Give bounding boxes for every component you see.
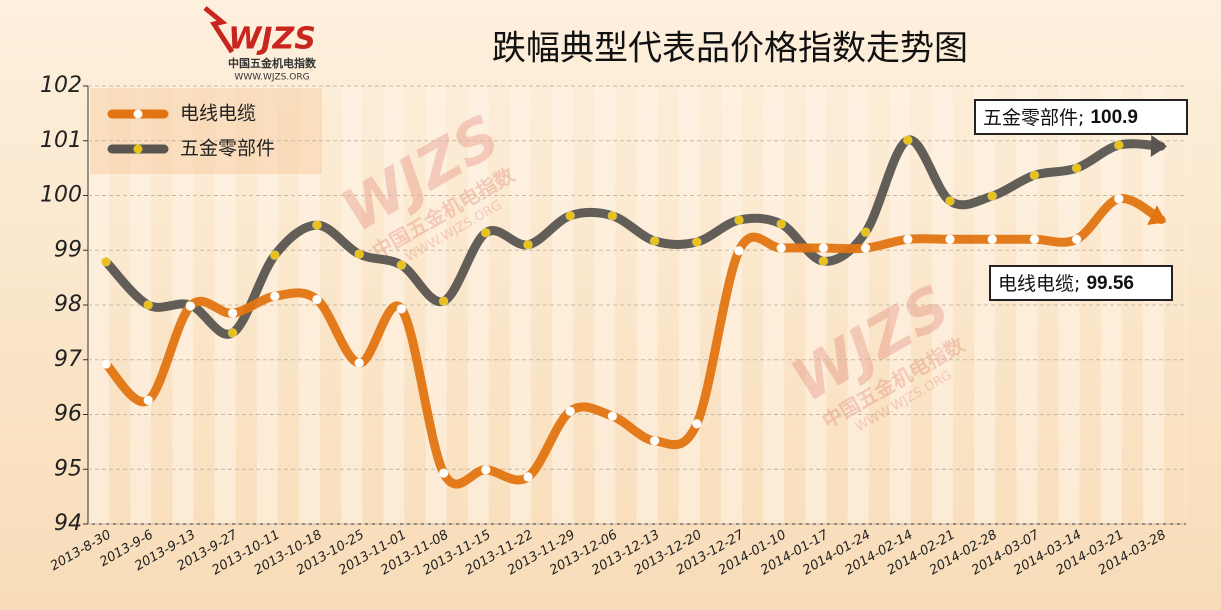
- point-marker: [312, 294, 322, 305]
- legend-box: [90, 88, 322, 174]
- point-marker: [902, 234, 913, 245]
- y-tick-label: 96: [54, 402, 82, 427]
- point-marker: [691, 237, 702, 248]
- point-marker: [480, 227, 491, 238]
- point-marker: [101, 256, 111, 267]
- point-marker: [1113, 140, 1124, 151]
- legend-label: 电线电缆: [180, 103, 256, 125]
- point-marker: [143, 300, 154, 310]
- point-marker: [523, 471, 533, 482]
- point-marker: [987, 234, 998, 245]
- point-marker: [438, 468, 449, 479]
- annotation: 五金零部件; 100.9: [983, 107, 1138, 129]
- point-marker: [101, 359, 111, 370]
- point-marker: [143, 395, 154, 406]
- point-marker: [691, 418, 702, 429]
- point-marker: [945, 195, 955, 206]
- logo-arrow: [203, 6, 235, 54]
- point-marker: [734, 245, 744, 256]
- arrow-head: [1147, 205, 1167, 226]
- point-marker: [818, 256, 829, 267]
- legend-label: 五金零部件: [180, 138, 275, 160]
- chart-title: 跌幅典型代表品价格指数走势图: [492, 29, 968, 69]
- point-marker: [607, 210, 618, 221]
- point-marker: [227, 327, 238, 338]
- y-tick-label: 97: [54, 347, 82, 372]
- point-marker: [480, 464, 491, 475]
- point-marker: [1113, 193, 1124, 204]
- point-marker: [438, 296, 449, 307]
- y-tick-label: 98: [54, 292, 82, 317]
- point-marker: [776, 218, 787, 229]
- annotation-value: 99.56: [1086, 273, 1134, 294]
- logo: WJZS 中国五金机电指数 WWW.WJZS.ORG: [203, 6, 317, 83]
- point-marker: [902, 135, 913, 146]
- y-tick-label: 95: [54, 456, 82, 481]
- point-marker: [649, 235, 660, 246]
- annotation-box: [989, 265, 1173, 301]
- point-marker: [1029, 170, 1040, 181]
- annotation-value: 100.9: [1090, 107, 1138, 128]
- annotation: 电线电缆; 99.56: [998, 273, 1134, 295]
- y-tick-label: 101: [40, 128, 82, 153]
- point-marker: [269, 250, 280, 261]
- point-marker: [269, 291, 280, 302]
- arrow-head: [1150, 134, 1167, 157]
- point-marker: [860, 243, 871, 254]
- point-marker: [945, 234, 955, 245]
- point-marker: [523, 239, 533, 250]
- point-marker: [987, 191, 998, 202]
- point-marker: [818, 243, 829, 254]
- point-marker: [1029, 234, 1040, 245]
- logo-mark: WJZS: [228, 22, 316, 57]
- point-marker: [565, 210, 576, 221]
- y-tick-label: 100: [40, 183, 82, 208]
- logo-url: WWW.WJZS.ORG: [234, 73, 309, 83]
- point-marker: [396, 303, 407, 314]
- point-marker: [860, 227, 871, 238]
- annotation-box: [974, 99, 1188, 135]
- annotation-text: 五金零部件;: [983, 107, 1090, 129]
- point-marker: [734, 215, 744, 226]
- y-tick-label: 99: [54, 237, 82, 262]
- point-marker: [1071, 163, 1082, 174]
- point-marker: [312, 220, 322, 231]
- y-tick-label: 102: [40, 73, 82, 98]
- point-marker: [185, 301, 196, 312]
- logo-name: 中国五金机电指数: [228, 56, 317, 70]
- point-marker: [1071, 234, 1082, 245]
- point-marker: [649, 435, 660, 446]
- point-marker: [396, 260, 407, 271]
- legend-marker: [133, 144, 143, 154]
- point-marker: [354, 358, 365, 369]
- point-marker: [227, 308, 238, 319]
- y-tick-label: 94: [54, 511, 82, 536]
- point-marker: [607, 411, 618, 422]
- point-marker: [565, 406, 576, 417]
- legend-marker: [133, 109, 143, 119]
- point-marker: [776, 243, 787, 254]
- annotation-text: 电线电缆;: [998, 273, 1086, 295]
- point-marker: [354, 249, 365, 260]
